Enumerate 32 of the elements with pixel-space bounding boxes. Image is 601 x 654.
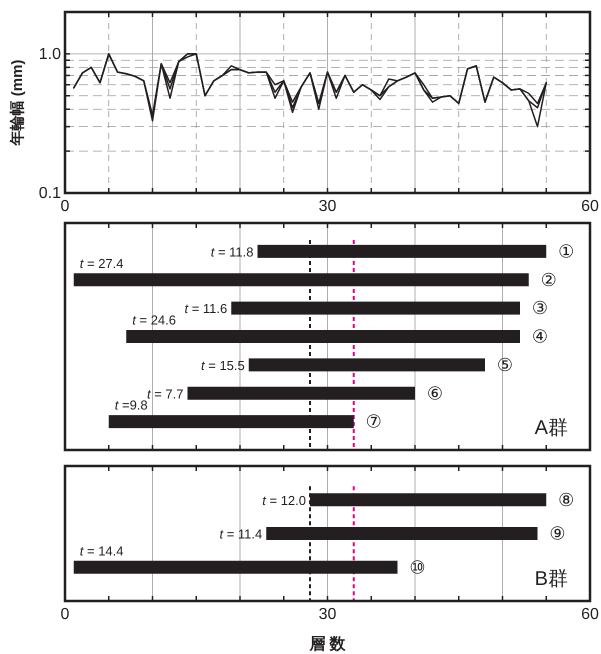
x-tick-label: 60 (581, 606, 599, 623)
y-tick-label: ⑩ (409, 557, 426, 578)
category-label: ① (558, 241, 574, 262)
annotation: t = 27.4 (80, 256, 124, 271)
x-tick-label: 30 (318, 606, 336, 623)
category-label: ⑥ (426, 383, 444, 404)
y-tick-label: ⑧ (558, 490, 574, 510)
annotation: t = 24.6 (132, 312, 176, 328)
y-tick-label: 0.1 (38, 185, 62, 202)
x-tick-label: 0 (60, 198, 70, 215)
x-tick-label: 60 (581, 198, 599, 215)
x-axis-title: 層 数 (308, 635, 347, 653)
annotation: t = 12.0 (262, 492, 306, 508)
x-tick-label: 30 (318, 198, 336, 215)
category-label: ④ (532, 326, 548, 346)
annotation: t = 11.4 (219, 526, 262, 542)
annotation: B群 (534, 568, 568, 590)
annotation: t = 15.5 (201, 358, 245, 373)
annotation: t =9.8 (114, 398, 148, 413)
y-tick-label: ⑨ (549, 524, 566, 544)
x-tick-label: 0 (60, 606, 70, 623)
annotation: t = 7.7 (146, 386, 184, 402)
y-axis-title: 年輪幅 (mm) (9, 60, 26, 146)
annotation: t = 11.6 (184, 301, 228, 316)
category-label: ③ (532, 298, 548, 318)
category-label: ② (540, 270, 557, 290)
y-tick-label: 1.0 (38, 46, 62, 63)
category-label: ⑦ (366, 412, 382, 432)
annotation: t = 11.8 (210, 244, 254, 260)
category-label: ⑤ (496, 354, 514, 375)
annotation: t = 14.4 (80, 543, 124, 558)
annotation: A群 (534, 417, 568, 439)
